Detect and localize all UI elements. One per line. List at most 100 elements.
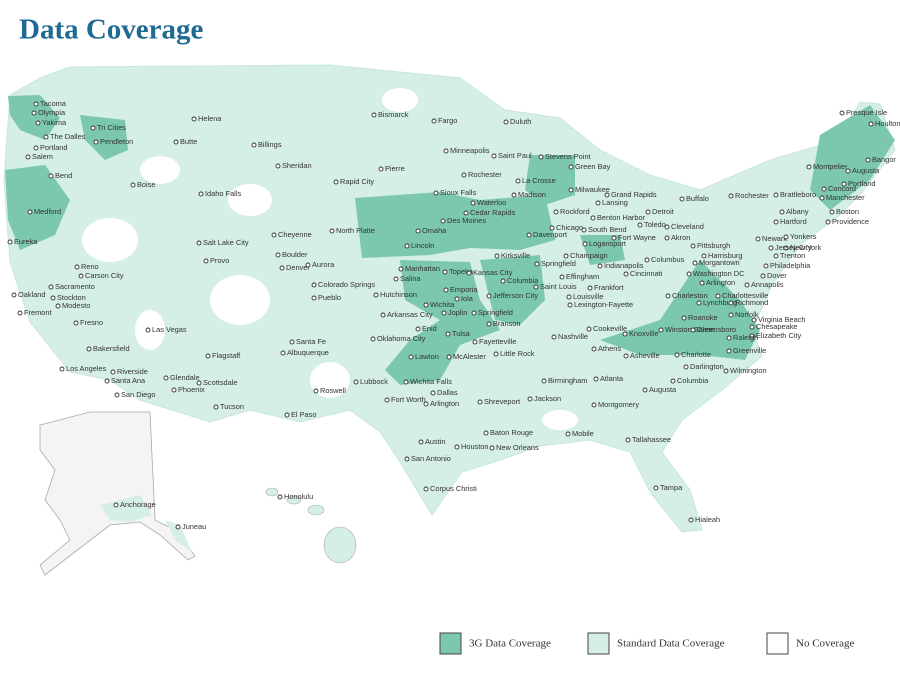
city-dot <box>305 262 311 268</box>
city-dot <box>541 378 547 384</box>
city-dot <box>251 142 257 148</box>
city-dot <box>50 295 56 301</box>
alaska-coverage <box>100 495 152 522</box>
city-dot <box>582 241 588 247</box>
city-label: Fargo <box>438 116 457 125</box>
city-dot <box>587 285 593 291</box>
city-label: Roswell <box>320 386 346 395</box>
city-label: Green Bay <box>575 162 611 171</box>
city-label: Cookeville <box>593 324 627 333</box>
city-dot <box>289 339 295 345</box>
city-label: Boulder <box>282 250 308 259</box>
city-dot <box>715 293 721 299</box>
city-label: Omaha <box>422 226 447 235</box>
legend-swatch <box>439 632 462 655</box>
city-label: Honolulu <box>284 492 313 501</box>
city-dot <box>773 253 779 259</box>
city-dot <box>726 335 732 341</box>
city-label: Medford <box>34 207 61 216</box>
city-dot <box>423 302 429 308</box>
city-label: Milwaukee <box>575 185 610 194</box>
city-label: New Orleans <box>496 443 539 452</box>
city-label: Hutchinson <box>380 290 417 299</box>
city-label: Charlottesville <box>722 291 768 300</box>
city-label: San Antonio <box>411 454 451 463</box>
city-dot <box>728 193 734 199</box>
city-dot <box>311 282 317 288</box>
city-label: Little Rock <box>500 349 535 358</box>
city-label: Grand Rapids <box>611 190 657 199</box>
city-label: Cincinnati <box>630 269 663 278</box>
city-dot <box>333 179 339 185</box>
city-label: Washington DC <box>693 269 745 278</box>
city-dot <box>461 172 467 178</box>
city-dot <box>486 321 492 327</box>
city-dot <box>59 366 65 372</box>
city-label: Wilmington <box>730 366 767 375</box>
city-label: Butte <box>180 137 197 146</box>
city-label: Greenville <box>733 346 766 355</box>
city-dot <box>110 369 116 375</box>
city-dot <box>171 387 177 393</box>
city-dot <box>839 110 845 116</box>
city-dot <box>145 327 151 333</box>
city-label: Sacramento <box>55 282 95 291</box>
city-dot <box>688 517 694 523</box>
city-dot <box>175 524 181 530</box>
city-label: Arkansas City <box>387 310 433 319</box>
city-label: Atlanta <box>600 374 624 383</box>
city-label: Yakima <box>42 118 67 127</box>
city-dot <box>755 236 761 242</box>
city-label: Wichita Falls <box>410 377 452 386</box>
city-dot <box>679 196 685 202</box>
city-dot <box>865 157 871 163</box>
city-label: Los Angeles <box>66 364 107 373</box>
city-label: Knoxville <box>629 329 659 338</box>
city-dot <box>196 240 202 246</box>
city-label: Baton Rouge <box>490 428 533 437</box>
city-label: Toledo <box>644 220 666 229</box>
city-label: Roanoke <box>688 313 718 322</box>
city-label: Bangor <box>872 155 896 164</box>
city-dot <box>48 173 54 179</box>
city-dot <box>819 195 825 201</box>
city-dot <box>443 287 449 293</box>
city-dot <box>670 378 676 384</box>
city-dot <box>642 387 648 393</box>
city-label: Albany <box>786 207 809 216</box>
city-dot <box>408 354 414 360</box>
city-label: San Diego <box>121 390 156 399</box>
city-label: South Bend <box>588 225 627 234</box>
city-label: Pendleton <box>100 137 133 146</box>
city-dot <box>515 178 521 184</box>
city-dot <box>393 276 399 282</box>
city-label: Bismarck <box>378 110 409 119</box>
city-label: Tampa <box>660 483 683 492</box>
city-label: Salina <box>400 274 421 283</box>
city-dot <box>35 120 41 126</box>
city-label: Fort Wayne <box>618 233 656 242</box>
city-dot <box>43 134 49 140</box>
city-label: El Paso <box>291 410 316 419</box>
city-dot <box>779 209 785 215</box>
city-label: Manchester <box>826 193 865 202</box>
city-dot <box>446 354 452 360</box>
city-dot <box>433 190 439 196</box>
city-dot <box>113 502 119 508</box>
legend-swatch <box>587 632 610 655</box>
city-label: Davenport <box>533 230 567 239</box>
city-dot <box>773 192 779 198</box>
city-dot <box>86 346 92 352</box>
no-coverage-patches <box>82 88 578 430</box>
city-dot <box>104 378 110 384</box>
city-dot <box>74 264 80 270</box>
city-dot <box>783 234 789 240</box>
city-dot <box>623 353 629 359</box>
city-label: Pierre <box>385 164 405 173</box>
city-label: Lynchburg <box>703 298 737 307</box>
city-dot <box>658 327 664 333</box>
city-label: Charleston <box>672 291 708 300</box>
city-dot <box>565 431 571 437</box>
city-dot <box>566 294 572 300</box>
city-label: Pittsburgh <box>697 241 730 250</box>
